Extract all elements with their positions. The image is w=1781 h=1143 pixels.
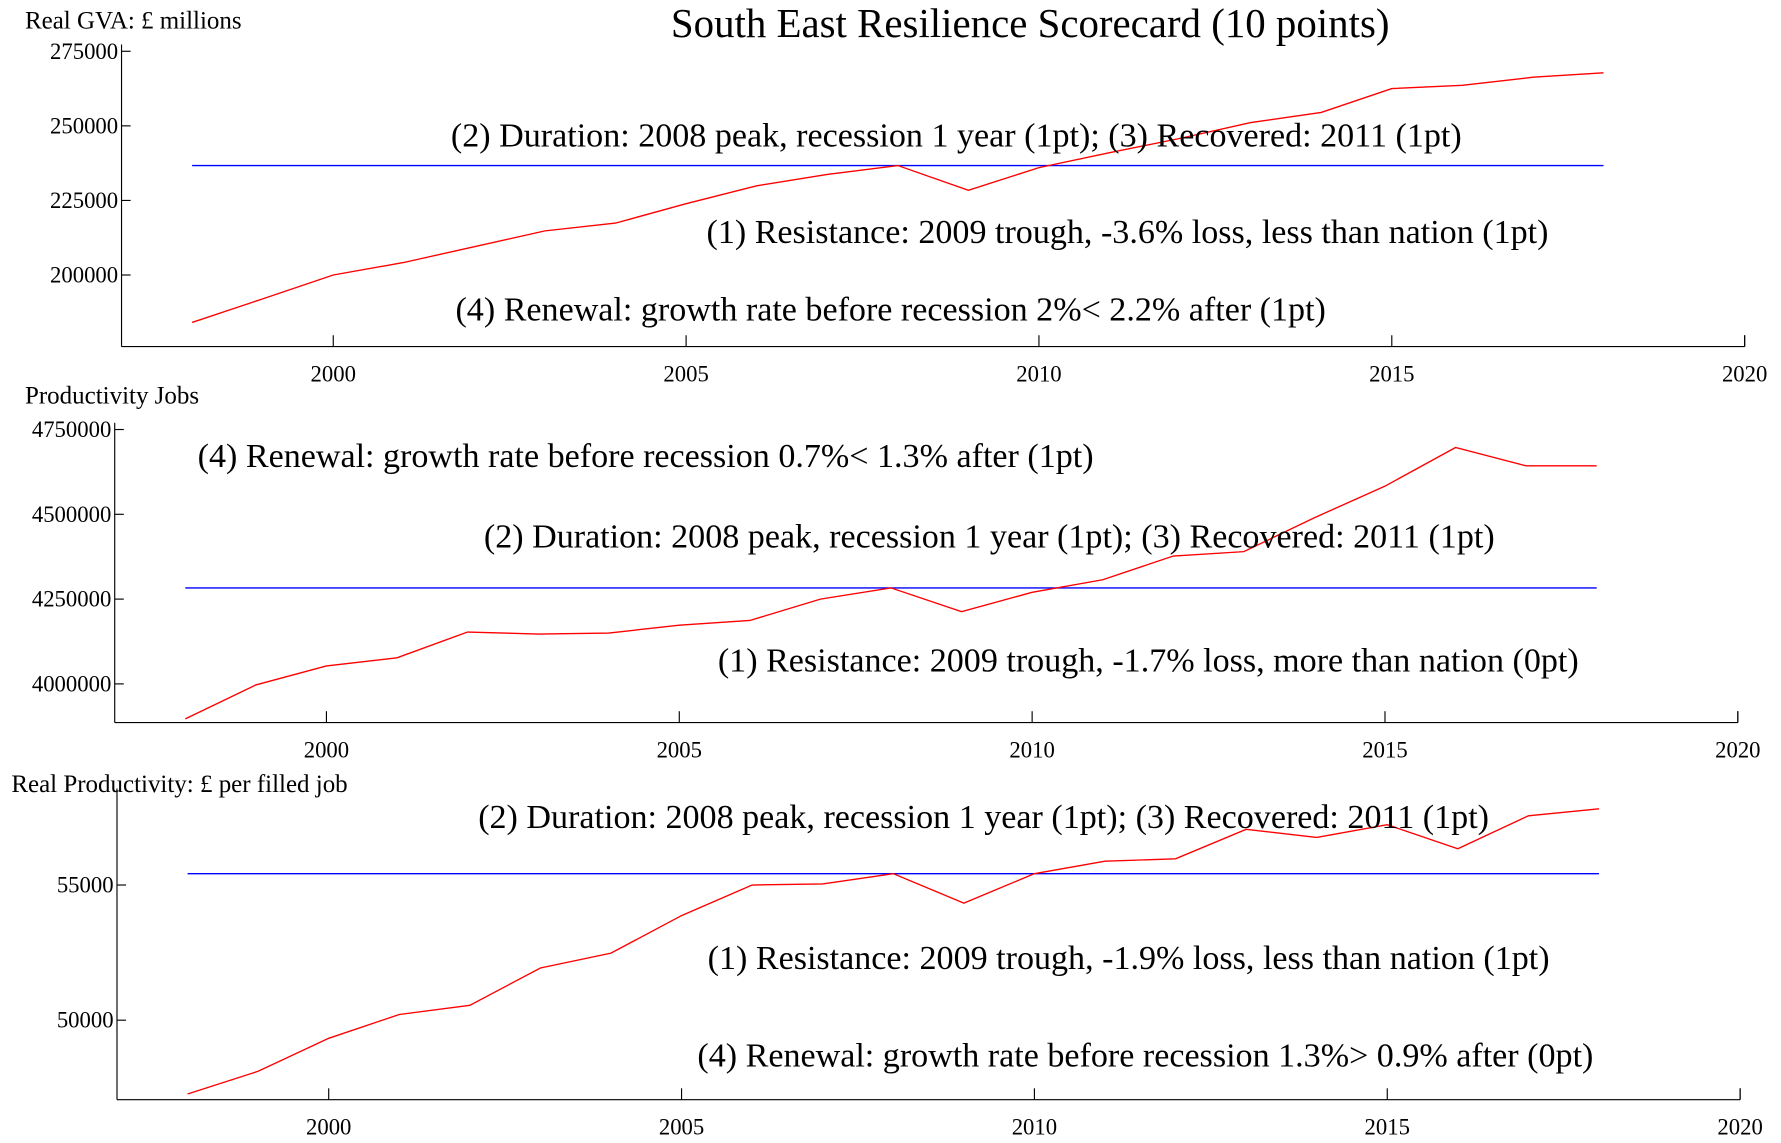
y-axis-title: Real GVA: £ millions xyxy=(25,8,242,35)
annotation: (1) Resistance: 2009 trough, -1.9% loss,… xyxy=(708,940,1550,977)
annotation: (4) Renewal: growth rate before recessio… xyxy=(198,438,1094,475)
data-line xyxy=(191,72,1604,324)
y-tick-label: 4750000 xyxy=(32,417,111,442)
y-tick-label: 4250000 xyxy=(32,587,111,612)
x-tick-label: 2015 xyxy=(1362,737,1407,762)
x-tick-label: 2015 xyxy=(1369,361,1414,386)
annotation: (4) Renewal: growth rate before recessio… xyxy=(455,291,1325,328)
chart-title: South East Resilience Scorecard (10 poin… xyxy=(671,1,1390,46)
x-tick-label: 2005 xyxy=(659,1114,704,1139)
x-tick-label: 2000 xyxy=(304,737,349,762)
x-tick-label: 2020 xyxy=(1715,737,1760,762)
y-tick-label: 275000 xyxy=(50,39,118,64)
y-tick-label: 250000 xyxy=(50,113,118,138)
x-tick-label: 2000 xyxy=(311,361,356,386)
y-axis-title: Productivity Jobs xyxy=(25,382,199,409)
x-tick-label: 2015 xyxy=(1365,1114,1410,1139)
y-tick-label: 200000 xyxy=(50,263,118,288)
annotation: (2) Duration: 2008 peak, recession 1 yea… xyxy=(478,799,1489,836)
annotation: (1) Resistance: 2009 trough, -1.7% loss,… xyxy=(718,642,1579,679)
y-tick-label: 225000 xyxy=(50,188,118,213)
x-tick-label: 2005 xyxy=(657,737,702,762)
annotation: (2) Duration: 2008 peak, recession 1 yea… xyxy=(451,118,1462,155)
data-line xyxy=(187,808,1600,1095)
annotation: (1) Resistance: 2009 trough, -3.6% loss,… xyxy=(706,214,1548,251)
y-tick-label: 4000000 xyxy=(32,671,111,696)
y-tick-label: 4500000 xyxy=(32,502,111,527)
y-tick-label: 50000 xyxy=(57,1008,114,1033)
y-tick-label: 55000 xyxy=(57,873,114,898)
annotation: (4) Renewal: growth rate before recessio… xyxy=(697,1038,1593,1075)
x-tick-label: 2010 xyxy=(1012,1114,1057,1139)
x-tick-label: 2010 xyxy=(1009,737,1054,762)
x-tick-label: 2020 xyxy=(1717,1114,1762,1139)
x-tick-label: 2000 xyxy=(306,1114,351,1139)
annotation: (2) Duration: 2008 peak, recession 1 yea… xyxy=(484,519,1495,556)
y-axis-title: Real Productivity: £ per filled job xyxy=(11,771,347,798)
x-tick-label: 2020 xyxy=(1722,361,1767,386)
data-line xyxy=(184,446,1597,720)
x-tick-label: 2010 xyxy=(1016,361,1061,386)
x-tick-label: 2005 xyxy=(663,361,708,386)
